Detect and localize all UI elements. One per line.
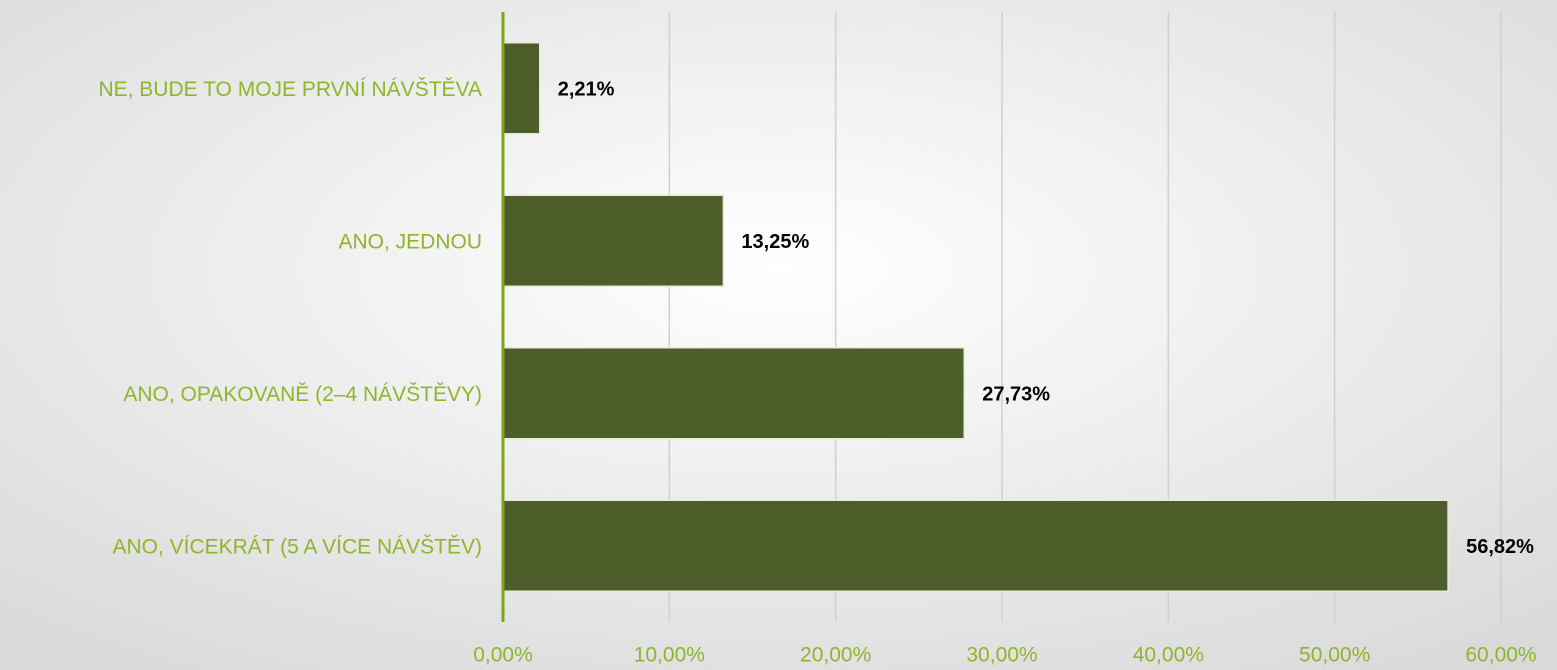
data-label: 27,73% <box>982 384 1050 406</box>
data-label: 13,25% <box>741 231 809 253</box>
data-label: 56,82% <box>1466 536 1534 558</box>
y-tick-label: ANO, VÍCEKRÁT (5 A VÍCE NÁVŠTĚV) <box>112 535 482 558</box>
data-label: 2,21% <box>558 79 615 101</box>
x-tick-label: 0,00% <box>473 644 533 667</box>
x-tick-label: 50,00% <box>1299 644 1370 667</box>
x-tick-label: 40,00% <box>1133 644 1204 667</box>
x-tick-label: 60,00% <box>1465 644 1536 667</box>
bar <box>502 194 725 287</box>
bar <box>502 347 965 440</box>
x-tick-label: 20,00% <box>800 644 871 667</box>
x-tick-label: 30,00% <box>966 644 1037 667</box>
y-tick-label: NE, BUDE TO MOJE PRVNÍ NÁVŠTĚVA <box>98 78 482 101</box>
bar <box>502 42 541 135</box>
x-tick-label: 10,00% <box>634 644 705 667</box>
bar <box>502 499 1449 592</box>
y-tick-label: ANO, OPAKOVANĚ (2–4 NÁVŠTĚVY) <box>123 383 482 406</box>
y-tick-label: ANO, JEDNOU <box>338 230 482 253</box>
